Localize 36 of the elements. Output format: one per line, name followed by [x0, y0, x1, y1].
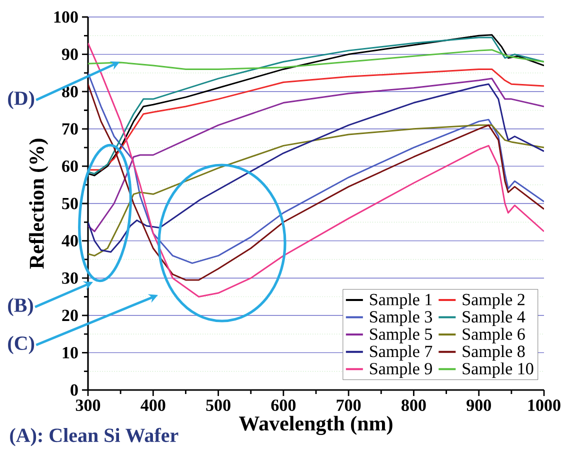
y-tick-label: 20: [62, 310, 78, 322]
y-axis-title: Reflection (%): [28, 138, 48, 269]
legend-label: Sample 4: [462, 310, 526, 326]
y-tick-label: 100: [54, 11, 78, 23]
legend-label: Sample 9: [370, 362, 432, 378]
x-tick-label: 800: [402, 400, 426, 411]
annotation: (D): [8, 90, 34, 110]
legend-label: Sample 3: [370, 310, 432, 326]
x-tick-label: 900: [466, 400, 491, 411]
legend-label: Sample 7: [370, 345, 432, 361]
y-tick-label: 0: [70, 384, 78, 396]
y-tick-label: 70: [62, 123, 78, 135]
line-series: [88, 68, 544, 171]
y-tick-label: 90: [62, 48, 78, 60]
line-series: [88, 49, 544, 70]
x-tick-label: 500: [206, 400, 230, 411]
y-tick-label: 30: [62, 272, 78, 284]
y-tick-label: 40: [62, 235, 78, 247]
x-axis-title: Wavelength (nm): [239, 416, 392, 436]
y-tick-label: 50: [62, 198, 78, 210]
legend-label: Sample 10: [462, 362, 534, 378]
x-tick-label: 700: [336, 400, 361, 411]
legend-label: Sample 2: [462, 293, 524, 309]
x-tick-label: 400: [140, 400, 166, 411]
x-tick-label: 300: [76, 400, 100, 411]
legend-label: Sample 8: [462, 345, 525, 361]
text: (B): [8, 298, 33, 316]
y-tick-label: 60: [62, 160, 78, 172]
text: (A): Clean Si Wafer: [10, 428, 178, 446]
x-tick-label: 1000: [528, 400, 560, 411]
x-tick-label: 600: [271, 400, 296, 411]
legend-label: Sample 6: [462, 328, 525, 344]
legend-label: Sample 5: [370, 328, 432, 344]
legend-label: Sample 1: [370, 293, 432, 309]
y-tick-label: 10: [62, 346, 78, 358]
text: (C): [8, 336, 34, 354]
